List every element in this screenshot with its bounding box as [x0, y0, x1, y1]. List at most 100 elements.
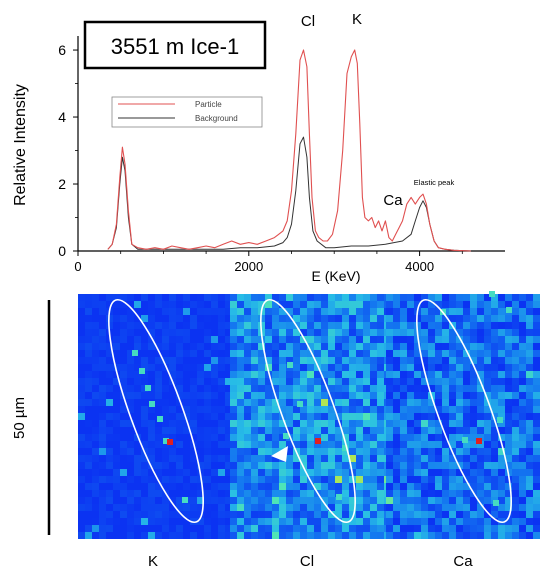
map-pixel — [141, 476, 148, 483]
map-pixel — [113, 420, 120, 427]
map-pixel — [349, 399, 356, 406]
map-pixel — [428, 371, 435, 378]
map-pixel — [321, 322, 328, 329]
map-pixel — [370, 532, 377, 539]
map-pixel — [428, 532, 435, 539]
map-pixel — [265, 455, 272, 462]
map-pixel — [258, 497, 265, 504]
map-pixel — [470, 406, 477, 413]
map-pixel — [237, 329, 244, 336]
map-pixel — [265, 364, 272, 371]
map-pixel — [335, 385, 342, 392]
map-pixel — [78, 392, 85, 399]
map-pixel — [293, 511, 300, 518]
map-pixel — [197, 378, 204, 385]
map-pixel — [456, 420, 463, 427]
map-pixel — [370, 371, 377, 378]
map-pixel — [512, 518, 519, 525]
map-pixel — [533, 420, 540, 427]
map-pixel — [169, 434, 176, 441]
map-pixel — [498, 511, 505, 518]
map-pixel — [286, 504, 293, 511]
map-pixel — [400, 364, 407, 371]
map-pixel — [342, 469, 349, 476]
map-pixel — [400, 490, 407, 497]
map-pixel — [526, 406, 533, 413]
map-pixel — [356, 490, 363, 497]
map-pixel — [526, 504, 533, 511]
map-pixel — [526, 427, 533, 434]
map-pixel — [225, 427, 232, 434]
map-pixel — [113, 434, 120, 441]
map-pixel — [225, 385, 232, 392]
map-pixel — [251, 364, 258, 371]
map-pixel — [314, 343, 321, 350]
map-pixel — [456, 497, 463, 504]
map-pixel — [307, 350, 314, 357]
map-pixel — [505, 420, 512, 427]
map-pixel — [113, 525, 120, 532]
map-pixel — [370, 301, 377, 308]
map-pixel — [512, 532, 519, 539]
map-pixel — [335, 371, 342, 378]
map-pixel — [491, 518, 498, 525]
map-pixel — [377, 476, 384, 483]
map-pixel — [470, 329, 477, 336]
map-pixel — [512, 462, 519, 469]
map-pixel — [230, 364, 237, 371]
map-pixel — [169, 476, 176, 483]
map-pixel — [237, 511, 244, 518]
map-pixel — [251, 350, 258, 357]
map-pixel — [363, 350, 370, 357]
map-pixel — [286, 315, 293, 322]
map-pixel — [377, 343, 384, 350]
map-pixel — [363, 490, 370, 497]
map-pixel — [237, 315, 244, 322]
map-pixel — [435, 420, 442, 427]
map-pixel — [218, 322, 225, 329]
map-pixel — [155, 329, 162, 336]
map-pixel — [155, 392, 162, 399]
map-pixel — [230, 490, 237, 497]
map-pixel — [498, 392, 505, 399]
map-pixel — [92, 322, 99, 329]
map-pixel — [519, 294, 526, 301]
map-pixel — [393, 469, 400, 476]
map-pixel — [519, 525, 526, 532]
map-pixel — [421, 469, 428, 476]
map-pixel — [428, 434, 435, 441]
map-pixel — [272, 532, 279, 539]
map-pixel — [370, 315, 377, 322]
map-pixel — [258, 427, 265, 434]
map-pixel — [190, 483, 197, 490]
map-pixel — [407, 483, 414, 490]
map-pixel — [400, 476, 407, 483]
map-pixel — [204, 294, 211, 301]
map-pixel — [428, 413, 435, 420]
map-pixel — [328, 483, 335, 490]
map-pixel — [127, 329, 134, 336]
map-pixel — [526, 441, 533, 448]
map-pixel — [300, 399, 307, 406]
map-pixel — [519, 497, 526, 504]
map-pixel — [491, 399, 498, 406]
arrow-marker — [271, 446, 288, 462]
map-pixel — [314, 392, 321, 399]
map-pixel — [491, 420, 498, 427]
map-pixel — [92, 413, 99, 420]
map-pixel — [498, 525, 505, 532]
map-pixel — [519, 532, 526, 539]
map-pixel — [251, 308, 258, 315]
map-pixel — [449, 336, 456, 343]
map-pixel — [113, 427, 120, 434]
map-pixel — [286, 455, 293, 462]
map-pixel — [328, 462, 335, 469]
map-pixel — [377, 308, 384, 315]
map-pixel — [491, 504, 498, 511]
map-pixel — [314, 518, 321, 525]
map-pixel — [300, 392, 307, 399]
map-pixel — [407, 350, 414, 357]
map-pixel — [414, 518, 421, 525]
map-pixel — [393, 518, 400, 525]
